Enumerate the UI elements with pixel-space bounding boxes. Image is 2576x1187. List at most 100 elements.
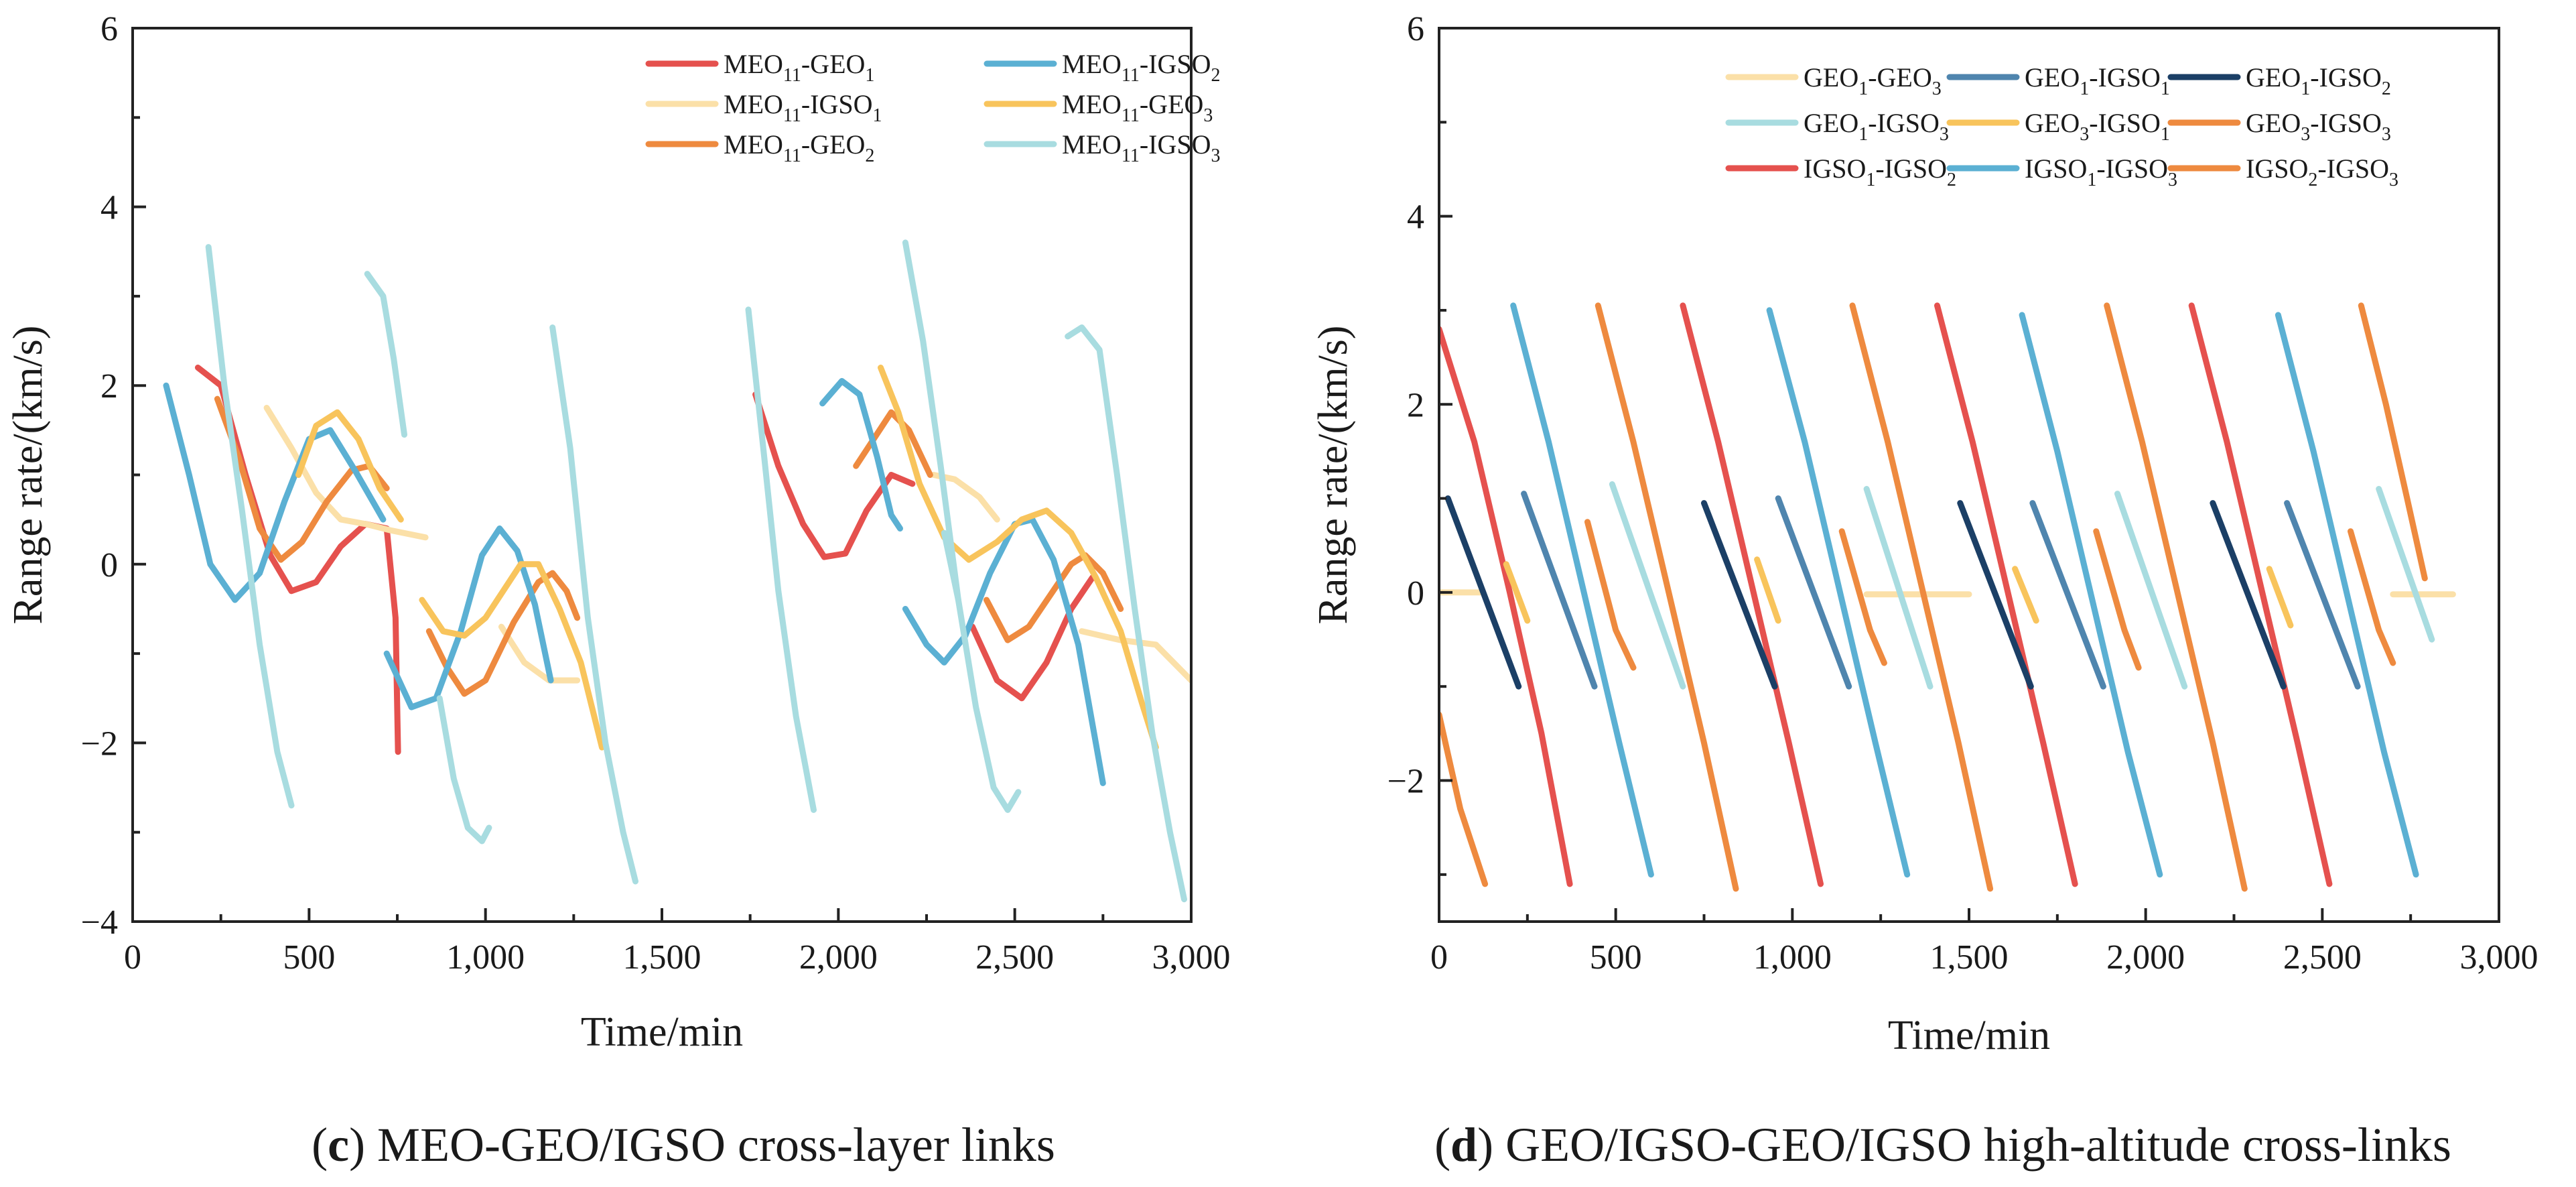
legend-label-mid: -IGSO — [2089, 62, 2161, 92]
line-geo1-igso3-seg-0 — [1609, 481, 1686, 690]
caption-c: (c) MEO-GEO/IGSO cross-layer links — [312, 1118, 1055, 1172]
caption-d-text: GEO/IGSO-GEO/IGSO high-altitude cross-li… — [1505, 1118, 2451, 1172]
legend-label: GEO3-IGSO1 — [2025, 108, 2170, 145]
legend-label-base: MEO — [724, 89, 783, 119]
legend-item-meo11-igso1: MEO11-IGSO1 — [645, 89, 882, 126]
legend-label-sub: 2 — [1211, 65, 1221, 86]
legend-label-mid: -IGSO — [2310, 108, 2382, 138]
caption-d-letter: d — [1450, 1118, 1477, 1172]
line-meo11-igso3-seg-1 — [364, 271, 407, 438]
line-meo11-geo3-seg-2 — [878, 365, 1159, 751]
legend-label-sub: 1 — [2087, 170, 2096, 190]
legend-label-base: GEO — [1804, 62, 1858, 92]
series-geo1-igso3 — [1609, 481, 2435, 690]
line-igso1-igso2-seg-1 — [1680, 302, 1824, 887]
legend-label-sub: 3 — [2168, 170, 2177, 190]
legend-label: MEO11-IGSO3 — [1062, 129, 1221, 166]
legend-item-igso1-igso3: IGSO1-IGSO3 — [1946, 153, 2177, 190]
x-tick-label: 2,000 — [799, 938, 878, 977]
legend-label: IGSO1-IGSO2 — [1804, 153, 1956, 190]
x-tick-label: 1,000 — [446, 938, 525, 977]
line-meo11-igso2-seg-1 — [383, 525, 554, 710]
x-axis-label: Time/min — [1888, 1013, 2050, 1058]
x-axis-label: Time/min — [581, 1009, 743, 1055]
x-tick-label: 2,500 — [2283, 938, 2362, 977]
legend-item-igso1-igso2: IGSO1-IGSO2 — [1725, 153, 1956, 190]
legend-label-base: GEO — [2025, 62, 2080, 92]
legend-label-base: MEO — [724, 49, 783, 79]
legend-label: MEO11-IGSO2 — [1062, 49, 1221, 86]
line-meo11-igso1-seg-0 — [263, 405, 429, 541]
legend-label: GEO1-IGSO1 — [2025, 62, 2170, 99]
legend-item-geo1-geo3: GEO1-GEO3 — [1725, 62, 1942, 99]
legend-label-sub: 1 — [2080, 78, 2089, 99]
legend-label-mid: -GEO — [1140, 89, 1204, 119]
legend-label-sub: 3 — [2382, 124, 2391, 145]
series-meo11-igso2 — [163, 378, 1106, 786]
x-tick-label: 3,000 — [2460, 938, 2538, 977]
legend-item-geo3-igso3: GEO3-IGSO3 — [2167, 108, 2391, 145]
line-igso1-igso3-seg-0 — [1510, 302, 1654, 878]
series-geo1-geo3 — [1439, 589, 2456, 598]
x-tick-label: 0 — [124, 938, 141, 977]
series-geo3-igso3 — [1584, 519, 2396, 671]
line-geo3-igso3-seg-2 — [2093, 528, 2142, 671]
line-igso1-igso2-seg-2 — [1934, 302, 2078, 887]
legend-label-base: GEO — [2025, 108, 2080, 138]
x-tick-label: 2,000 — [2106, 938, 2185, 977]
line-geo1-igso2-seg-1 — [1701, 500, 1778, 690]
legend-label-sub: 2 — [2308, 170, 2317, 190]
line-meo11-geo1-seg-2 — [969, 574, 1095, 702]
line-geo3-igso1-seg-3 — [2266, 566, 2294, 629]
legend-label: MEO11-GEO2 — [724, 129, 874, 166]
legend-label-base: IGSO — [2246, 153, 2308, 184]
series-meo11-igso3 — [205, 239, 1187, 903]
line-meo11-igso3-seg-6 — [941, 529, 961, 603]
legend-label-mid: -IGSO — [1140, 49, 1211, 79]
legend-item-igso2-igso3: IGSO2-IGSO3 — [2167, 153, 2398, 190]
line-meo11-igso3-seg-3 — [549, 324, 638, 885]
line-igso1-igso3-seg-1 — [1766, 307, 1911, 878]
line-meo11-igso2-seg-3 — [902, 516, 1106, 786]
line-meo11-igso3-seg-7 — [1065, 324, 1187, 903]
legend-label: MEO11-GEO1 — [724, 49, 874, 86]
line-geo3-igso1-seg-1 — [1754, 556, 1781, 624]
line-igso1-igso2-seg-0 — [1439, 326, 1573, 887]
series-igso1-igso2 — [1439, 302, 2333, 887]
legend-label-sub: 11 — [783, 65, 801, 86]
legend-item-meo11-geo3: MEO11-GEO3 — [984, 89, 1213, 126]
line-meo11-geo2-seg-1 — [425, 570, 581, 697]
line-igso1-igso3-seg-2 — [2019, 312, 2163, 878]
chart-panel-c: 0 500 1,000 1,500 2,000 2,500 3,000 −4 −2 0 2 4 6 Tim… — [5, 10, 1231, 1055]
line-geo1-igso1-seg-1 — [1775, 495, 1852, 690]
legend-label-base: GEO — [2246, 108, 2301, 138]
legend-label-mid: -GEO — [801, 49, 866, 79]
legend-label-mid: -GEO — [801, 129, 866, 160]
legend: MEO11-GEO1MEO11-IGSO1MEO11-GEO2MEO11-IGS… — [645, 49, 1221, 166]
line-meo11-geo2-seg-2 — [853, 409, 933, 478]
line-geo1-igso3-seg-2 — [2114, 491, 2188, 690]
caption-d: (d) GEO/IGSO-GEO/IGSO high-altitude cros… — [1434, 1118, 2451, 1172]
x-tick-label: 0 — [1430, 938, 1448, 977]
y-tick-label: 4 — [100, 189, 118, 227]
x-tick-label: 3,000 — [1152, 938, 1231, 977]
y-tick-label: 4 — [1407, 198, 1424, 237]
x-tick-label: 500 — [1590, 938, 1642, 977]
legend-item-meo11-igso2: MEO11-IGSO2 — [984, 49, 1221, 86]
legend-label: MEO11-IGSO1 — [724, 89, 882, 126]
line-igso2-igso3-seg-3 — [2104, 302, 2248, 892]
series-igso2-igso3 — [1439, 302, 2428, 892]
line-meo11-geo2-seg-0 — [214, 395, 390, 563]
legend-label: GEO1-GEO3 — [1804, 62, 1942, 99]
legend-label-base: MEO — [1062, 129, 1122, 160]
legend-label-sub: 11 — [783, 105, 801, 126]
line-meo11-igso2-seg-0 — [163, 382, 387, 603]
line-meo11-geo3-seg-0 — [295, 409, 404, 523]
legend-label-sub: 3 — [1940, 124, 1949, 145]
legend-label-sub: 1 — [1858, 124, 1868, 145]
series-lines — [1439, 302, 2456, 892]
legend-label-sub: 1 — [1858, 78, 1868, 99]
line-meo11-igso3-seg-0 — [205, 244, 295, 809]
legend-label-base: MEO — [724, 129, 783, 160]
legend-item-geo1-igso1: GEO1-IGSO1 — [1946, 62, 2170, 99]
